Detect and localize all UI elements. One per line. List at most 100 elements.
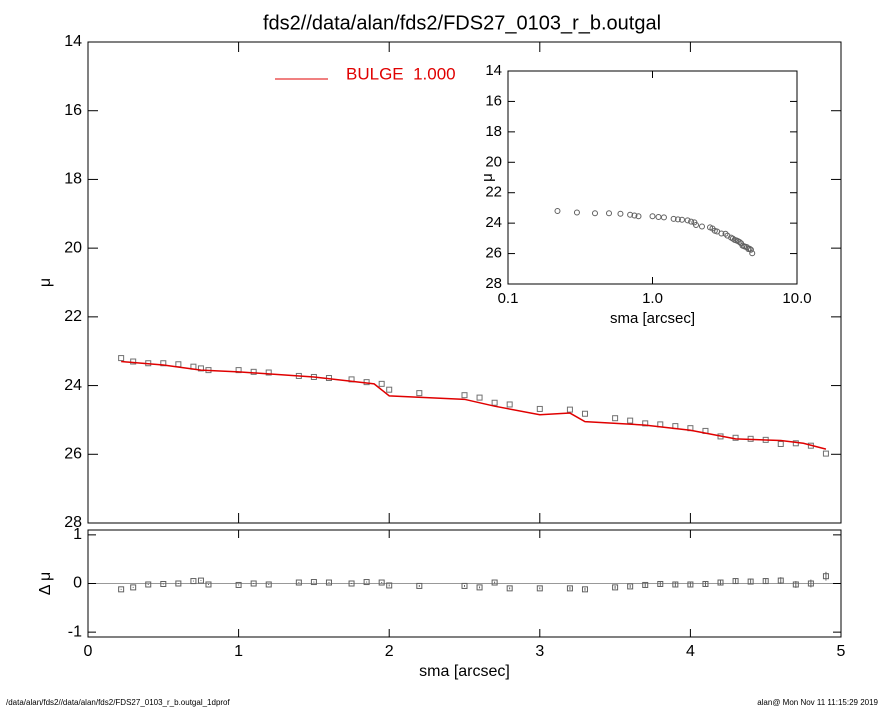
- y-tick-label: 14: [64, 33, 82, 50]
- data-point: [591, 210, 598, 217]
- data-point: [386, 582, 393, 589]
- x-tick-label: 5: [837, 643, 846, 660]
- data-point: [197, 365, 204, 372]
- data-point: [717, 579, 724, 586]
- data-point: [416, 390, 423, 397]
- data-point: [491, 579, 498, 586]
- x-axis-label: sma [arcsec]: [419, 663, 510, 680]
- x-tick-label: 1: [234, 643, 243, 660]
- data-point: [687, 581, 694, 588]
- y-tick-label: 20: [485, 153, 502, 170]
- data-point: [461, 582, 468, 589]
- y-tick-label: -1: [68, 623, 82, 640]
- data-point: [573, 209, 580, 216]
- data-point: [506, 585, 513, 592]
- footer-right: alan@ Mon Nov 11 11:15:29 2019: [757, 698, 878, 707]
- data-point: [506, 401, 513, 408]
- data-point: [130, 584, 137, 591]
- y-tick-label: 16: [485, 92, 502, 109]
- data-point: [348, 580, 355, 587]
- data-point: [491, 399, 498, 406]
- data-point: [792, 581, 799, 588]
- y-tick-label: 18: [64, 171, 82, 188]
- plot-area: [87, 41, 842, 524]
- data-point: [627, 583, 634, 590]
- data-point: [635, 213, 642, 220]
- data-point: [235, 581, 242, 588]
- data-point: [807, 580, 814, 587]
- data-point: [749, 250, 756, 257]
- data-point: [566, 585, 573, 592]
- data-point: [566, 406, 573, 413]
- data-point: [160, 360, 167, 367]
- data-point: [698, 223, 705, 230]
- y-tick-label: 20: [64, 239, 82, 256]
- data-point: [678, 216, 685, 223]
- data-point: [777, 440, 784, 447]
- data-point: [197, 577, 204, 584]
- data-point: [692, 221, 699, 228]
- y-tick-label: 28: [64, 514, 82, 531]
- data-point: [746, 245, 753, 252]
- data-point: [747, 578, 754, 585]
- data-point: [536, 405, 543, 412]
- data-point: [310, 579, 317, 586]
- data-point: [581, 410, 588, 417]
- x-tick-label: 1.0: [642, 290, 663, 307]
- data-point: [145, 581, 152, 588]
- y-tick-label: 18: [485, 123, 502, 140]
- data-point: [612, 584, 619, 591]
- y-tick-label: 1: [73, 526, 82, 543]
- y-tick-label: 22: [64, 308, 82, 325]
- y-tick-label: 0: [73, 575, 82, 592]
- data-point: [627, 417, 634, 424]
- data-point: [642, 581, 649, 588]
- data-point: [702, 580, 709, 587]
- data-point: [205, 581, 212, 588]
- data-point: [130, 358, 137, 365]
- data-point: [581, 586, 588, 593]
- data-point: [461, 392, 468, 399]
- data-point: [250, 368, 257, 375]
- data-point: [736, 239, 743, 246]
- chart-title: fds2//data/alan/fds2/FDS27_0103_r_b.outg…: [263, 12, 661, 34]
- x-axis-label: sma [arcsec]: [610, 310, 695, 327]
- data-point: [160, 580, 167, 587]
- y-tick-label: 24: [64, 377, 82, 394]
- y-tick-label: 16: [64, 102, 82, 119]
- data-point: [118, 355, 125, 362]
- y-tick-label: 26: [64, 446, 82, 463]
- data-point: [386, 386, 393, 393]
- data-point: [325, 579, 332, 586]
- legend-label: BULGE 1.000: [346, 64, 456, 83]
- y-tick-label: 28: [485, 275, 502, 292]
- data-point: [476, 584, 483, 591]
- y-tick-label: 22: [485, 184, 502, 201]
- data-point: [672, 581, 679, 588]
- x-tick-label: 4: [686, 643, 695, 660]
- y-tick-label: 14: [485, 62, 502, 79]
- model-line: [121, 360, 827, 450]
- data-point: [777, 577, 784, 584]
- data-point: [265, 581, 272, 588]
- data-point: [265, 369, 272, 376]
- data-point: [657, 580, 664, 587]
- data-point: [670, 215, 677, 222]
- x-tick-label: 3: [535, 643, 544, 660]
- data-point: [250, 580, 257, 587]
- data-point: [190, 578, 197, 585]
- data-point: [554, 207, 561, 214]
- data-point: [688, 218, 695, 225]
- y-tick-label: 24: [485, 214, 502, 231]
- data-point: [732, 578, 739, 585]
- data-point: [684, 217, 691, 224]
- data-point: [118, 586, 125, 593]
- data-point: [175, 580, 182, 587]
- data-point: [235, 367, 242, 374]
- data-point: [718, 230, 725, 237]
- data-point: [416, 582, 423, 589]
- data-point: [378, 380, 385, 387]
- x-tick-label: 0.1: [498, 290, 519, 307]
